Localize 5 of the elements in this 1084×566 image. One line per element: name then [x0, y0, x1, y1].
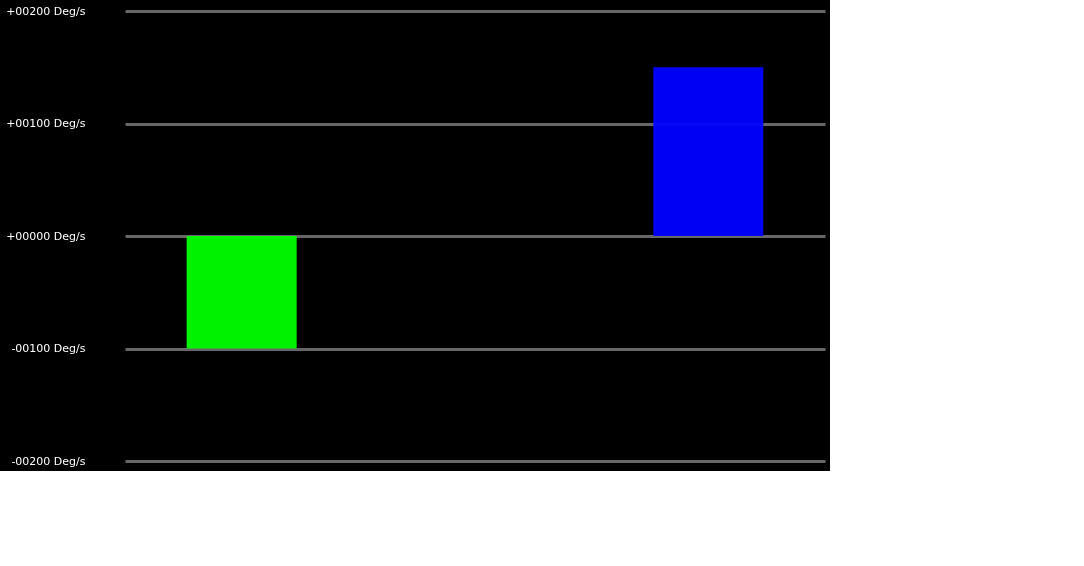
y-tick-label: -00100 Deg/s	[11, 342, 86, 355]
y-tick-label: +00200 Deg/s	[6, 4, 86, 18]
y-tick-label: +00100 Deg/s	[6, 117, 86, 130]
y-tick-label: +00000 Deg/s	[6, 229, 86, 243]
y-tick-label: -00200 Deg/s	[11, 454, 86, 468]
